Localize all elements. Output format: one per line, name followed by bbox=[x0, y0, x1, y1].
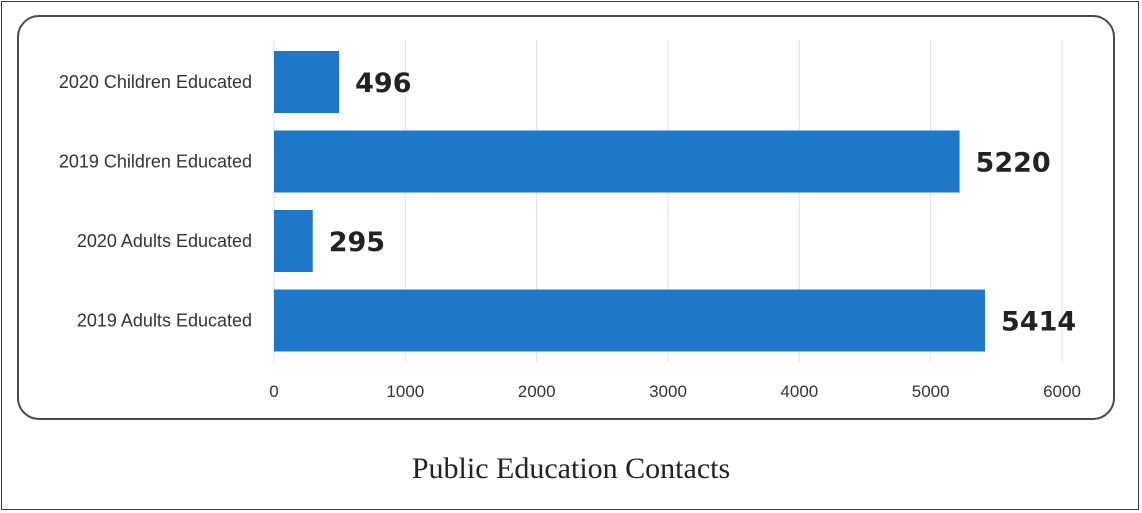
category-labels: 2020 Children Educated 2019 Children Educ… bbox=[59, 72, 252, 331]
data-label: 5414 bbox=[1001, 307, 1076, 338]
data-label: 295 bbox=[329, 227, 385, 258]
x-tick-label: 3000 bbox=[649, 382, 687, 401]
bar bbox=[274, 130, 960, 193]
x-tick-label: 0 bbox=[269, 382, 278, 401]
category-label: 2020 Children Educated bbox=[59, 72, 252, 92]
category-label: 2020 Adults Educated bbox=[77, 231, 252, 251]
x-tick-labels: 0 1000 2000 3000 4000 5000 6000 bbox=[269, 382, 1081, 401]
data-labels: 496 5220 295 5414 bbox=[329, 68, 1076, 338]
bar bbox=[274, 210, 313, 272]
x-tick-label: 4000 bbox=[780, 382, 818, 401]
bars bbox=[274, 51, 986, 352]
data-label: 496 bbox=[355, 68, 411, 99]
chart-area bbox=[17, 15, 1115, 420]
x-tick-label: 1000 bbox=[386, 382, 424, 401]
x-tick-label: 5000 bbox=[912, 382, 950, 401]
category-label: 2019 Children Educated bbox=[59, 152, 252, 172]
data-label: 5220 bbox=[976, 148, 1051, 179]
category-label: 2019 Adults Educated bbox=[77, 311, 252, 331]
x-tick-label: 6000 bbox=[1043, 382, 1081, 401]
bar bbox=[274, 289, 986, 352]
figure-caption: Public Education Contacts bbox=[411, 452, 731, 485]
bar bbox=[274, 51, 340, 113]
x-tick-label: 2000 bbox=[518, 382, 556, 401]
